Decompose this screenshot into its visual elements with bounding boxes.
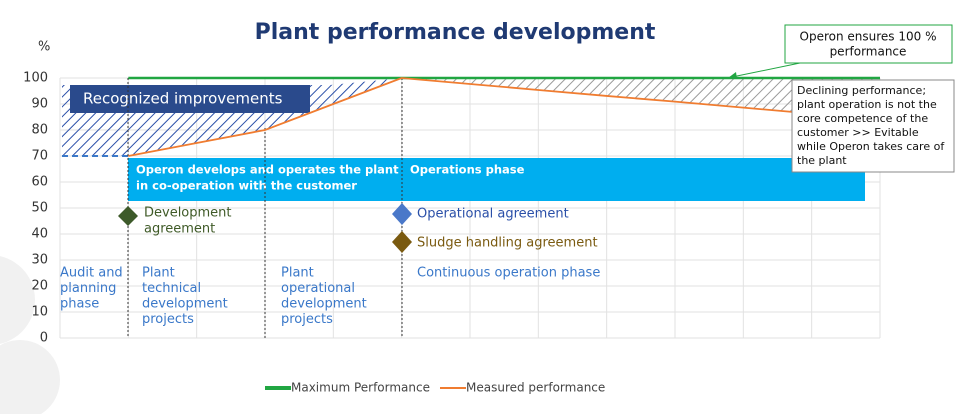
y-axis-label: % [38, 40, 50, 55]
phase-label: phase [60, 297, 99, 312]
phase-label: Audit and [60, 266, 123, 281]
lines [128, 76, 881, 157]
phase-label: projects [142, 312, 194, 327]
y-tick-label: 100 [23, 71, 48, 86]
y-tick-label: 70 [31, 149, 48, 164]
improvements-box [70, 85, 310, 113]
chart-title: Plant performance development [255, 20, 656, 45]
phase-label: Plant [142, 266, 175, 281]
milestone-label: Operational agreement [417, 207, 569, 222]
series-line [128, 77, 881, 157]
improvements-label: Recognized improvements [83, 90, 283, 108]
callout-text: performance [830, 45, 907, 59]
phase-band [128, 158, 865, 201]
callout-arrow [731, 62, 801, 78]
milestone-label: Sludge handling agreement [417, 236, 598, 251]
phase-label: projects [281, 312, 333, 327]
phase-label: technical [142, 281, 201, 296]
note-box [791, 79, 955, 173]
note-text: customer >> Evitable [797, 126, 919, 139]
band-text: Operations phase [410, 163, 525, 177]
y-tick-label: 30 [31, 253, 48, 268]
phase-label: development [142, 297, 228, 312]
legend-label: Measured performance [466, 381, 605, 395]
band-text: in co-operation with the customer [136, 179, 357, 193]
phase-label: Plant [281, 266, 314, 281]
milestone [118, 206, 138, 226]
bg-circle [0, 340, 60, 414]
note-text: Declining performance; [797, 84, 926, 97]
phase-label: operational [281, 281, 355, 296]
y-tick-label: 0 [40, 331, 48, 346]
phase-label: Continuous operation phase [417, 266, 600, 281]
arrow-head [728, 72, 737, 79]
legend: Maximum Performance Measured performance [265, 381, 605, 395]
phases: Audit andplanningphasePlanttechnicaldeve… [60, 266, 600, 328]
phase-label: development [281, 297, 367, 312]
milestone-label: agreement [144, 222, 215, 237]
y-tick-label: 60 [31, 175, 48, 190]
y-tick-label: 80 [31, 123, 48, 138]
bg-circle [0, 256, 35, 344]
y-tick-label: 90 [31, 97, 48, 112]
y-tick-label: 40 [31, 227, 48, 242]
note: Declining performance;plant operation is… [797, 84, 945, 167]
milestone-label: Development [144, 206, 232, 221]
legend-label: Maximum Performance [291, 381, 430, 395]
callout-text: Operon ensures 100 % [800, 30, 937, 44]
note-text: core competence of the [797, 112, 928, 125]
y-tick-label: 20 [31, 279, 48, 294]
milestone [392, 203, 412, 225]
callout-box [784, 24, 953, 64]
band-text: Operon develops and operates the plant [136, 163, 399, 177]
note-text: plant operation is not the [797, 98, 937, 111]
milestone [392, 231, 412, 253]
note-text: the plant [797, 154, 847, 167]
y-tick-label: 50 [31, 201, 48, 216]
phase-label: planning [60, 281, 116, 296]
note-text: while Operon takes care of [797, 140, 945, 153]
y-tick-label: 10 [31, 305, 48, 320]
